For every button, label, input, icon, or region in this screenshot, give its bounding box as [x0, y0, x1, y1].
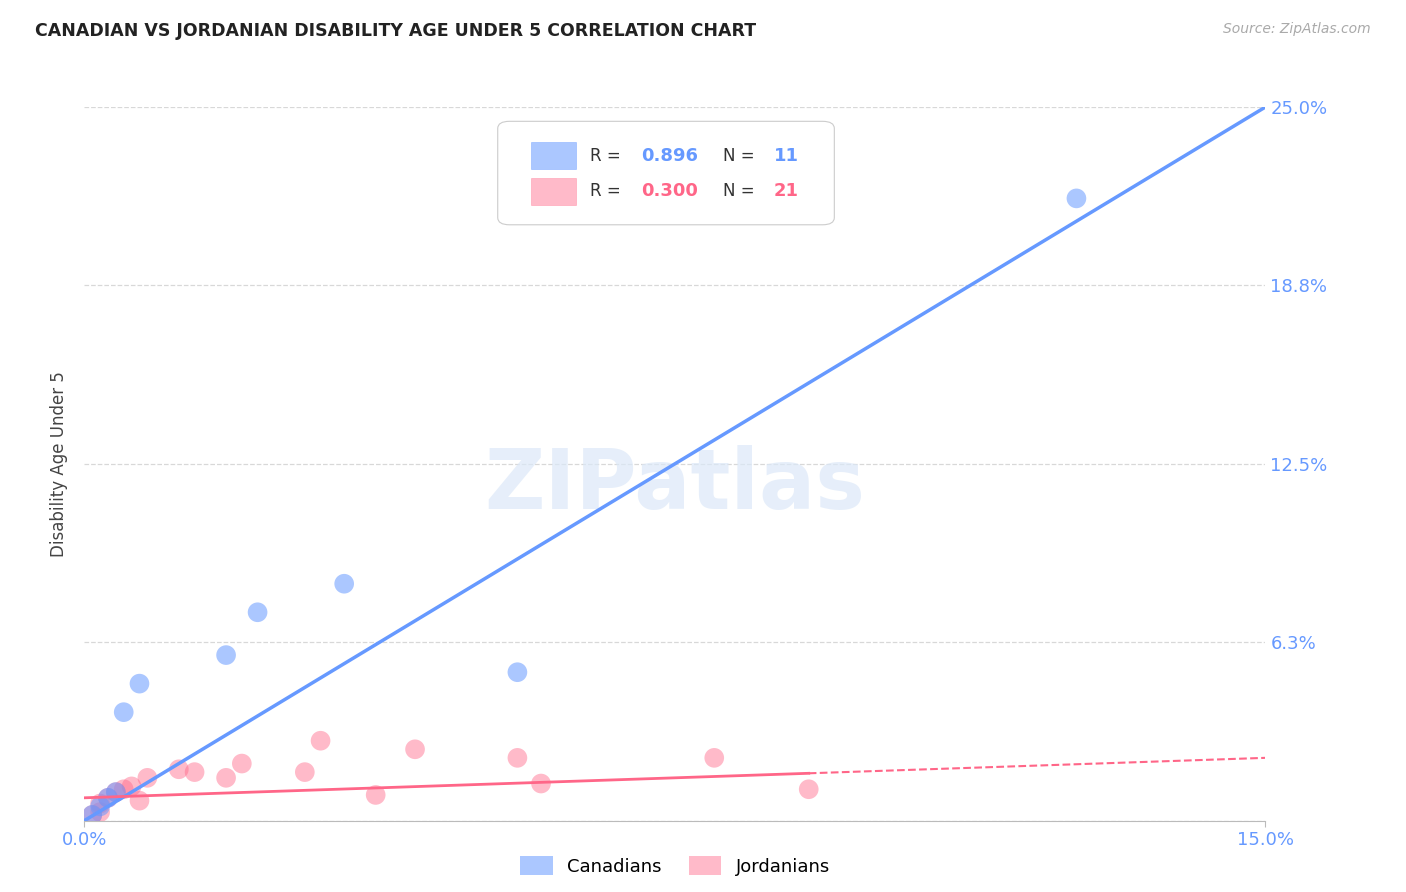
Point — [89, 805, 111, 819]
FancyBboxPatch shape — [498, 121, 834, 225]
Point — [404, 742, 426, 756]
Legend: Canadians, Jordanians: Canadians, Jordanians — [513, 849, 837, 883]
Point — [1066, 191, 1088, 205]
Point — [703, 751, 725, 765]
FancyBboxPatch shape — [531, 178, 575, 205]
Point — [82, 808, 104, 822]
Text: CANADIAN VS JORDANIAN DISABILITY AGE UNDER 5 CORRELATION CHART: CANADIAN VS JORDANIAN DISABILITY AGE UND… — [35, 22, 756, 40]
Point — [89, 797, 111, 811]
Point — [104, 785, 127, 799]
Point — [506, 751, 529, 765]
FancyBboxPatch shape — [531, 142, 575, 169]
Point — [89, 799, 111, 814]
Text: N =: N = — [723, 182, 761, 200]
Point — [246, 605, 269, 619]
Point — [294, 765, 316, 780]
Point — [530, 776, 553, 790]
Y-axis label: Disability Age Under 5: Disability Age Under 5 — [51, 371, 69, 557]
Point — [112, 705, 135, 719]
Text: 21: 21 — [775, 182, 799, 200]
Point — [136, 771, 159, 785]
Text: 11: 11 — [775, 146, 799, 164]
Text: 0.300: 0.300 — [641, 182, 697, 200]
Point — [797, 782, 820, 797]
Text: R =: R = — [591, 146, 626, 164]
Point — [121, 780, 143, 794]
Text: ZIPatlas: ZIPatlas — [485, 445, 865, 525]
Text: 0.896: 0.896 — [641, 146, 697, 164]
Point — [506, 665, 529, 680]
Point — [128, 676, 150, 690]
Point — [167, 762, 190, 776]
Point — [82, 808, 104, 822]
Point — [215, 648, 238, 662]
Text: N =: N = — [723, 146, 761, 164]
Point — [112, 782, 135, 797]
Point — [104, 785, 127, 799]
Point — [128, 794, 150, 808]
Point — [333, 576, 356, 591]
Point — [97, 790, 120, 805]
Point — [215, 771, 238, 785]
Text: Source: ZipAtlas.com: Source: ZipAtlas.com — [1223, 22, 1371, 37]
Point — [183, 765, 205, 780]
Point — [97, 790, 120, 805]
Text: R =: R = — [591, 182, 626, 200]
Point — [309, 733, 332, 747]
Point — [364, 788, 387, 802]
Point — [231, 756, 253, 771]
